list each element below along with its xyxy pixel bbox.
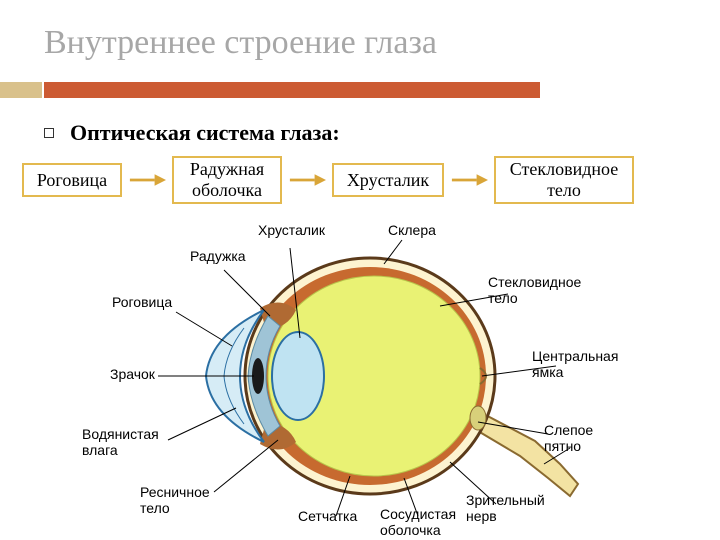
arrow-icon: [450, 170, 488, 190]
label-retina: Сетчатка: [298, 508, 357, 524]
arrow-icon: [128, 170, 166, 190]
label-ciliary: Ресничное тело: [140, 484, 210, 516]
subtitle: Оптическая система глаза:: [70, 120, 340, 146]
arrow-icon: [288, 170, 326, 190]
flow-box-lens: Хрусталик: [332, 163, 444, 197]
accent-bar: [0, 82, 540, 98]
accent-right: [44, 82, 540, 98]
flow-box-cornea: Роговица: [22, 163, 122, 197]
label-iris: Радужка: [190, 248, 246, 264]
label-fovea: Центральная ямка: [532, 348, 618, 380]
label-pupil: Зрачок: [110, 366, 155, 382]
eye-diagram: Хрусталик Радужка Роговица Зрачок Водяни…: [140, 216, 600, 526]
label-vitreous: Стекловидное тело: [488, 274, 581, 306]
label-aqueous: Водянистая влага: [82, 426, 159, 458]
flow-box-iris: Радужная оболочка: [172, 156, 282, 204]
accent-left: [0, 82, 42, 98]
label-nerve: Зрительный нерв: [466, 492, 545, 524]
label-cornea: Роговица: [112, 294, 172, 310]
flow-row: Роговица Радужная оболочка Хрусталик Сте…: [22, 156, 702, 204]
flow-box-vitreous: Стекловидное тело: [494, 156, 634, 204]
page-title: Внутреннее строение глаза: [44, 24, 437, 62]
label-lens: Хрусталик: [258, 222, 325, 238]
label-sclera: Склера: [388, 222, 436, 238]
bullet-icon: [44, 128, 54, 138]
label-blind: Слепое пятно: [544, 422, 593, 454]
label-choroid: Сосудистая оболочка: [380, 506, 456, 538]
